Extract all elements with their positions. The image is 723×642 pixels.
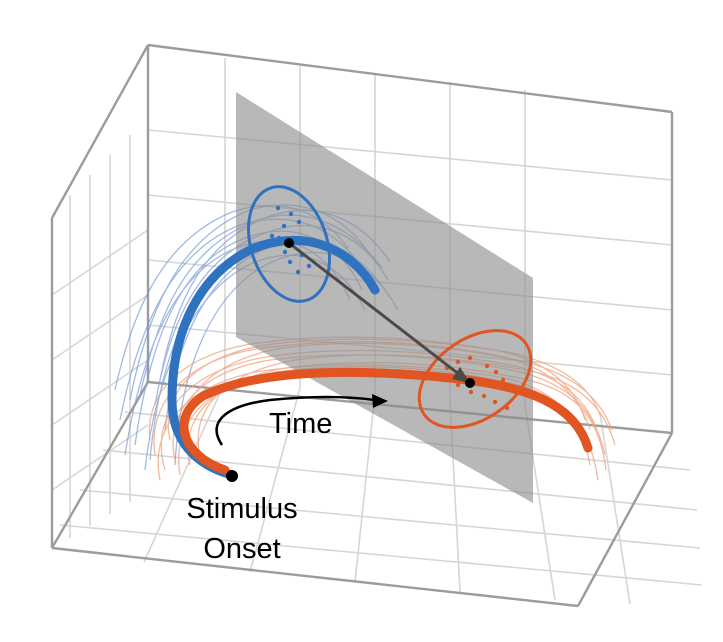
time-arrow-curve	[215, 395, 376, 446]
left-wall-grid	[51, 135, 149, 538]
blue-cluster-ellipse	[247, 185, 331, 303]
stimulus-onset-dot	[226, 470, 238, 482]
stimulus-label-line1: Stimulus	[186, 493, 298, 525]
orange-mean-trajectory	[179, 367, 593, 475]
orange-mean-dot	[465, 378, 475, 388]
time-label: Time	[269, 408, 333, 440]
projection-arrow-line	[288, 241, 461, 377]
orange-cluster-ellipse	[417, 329, 533, 429]
decision-plane	[236, 92, 533, 503]
box-edges	[50, 43, 674, 608]
stimulus-onset-label: Stimulus Onset	[172, 489, 312, 569]
time-arrow-head	[372, 394, 388, 408]
stimulus-label-line2: Onset	[203, 533, 281, 565]
blue-mean-dot	[284, 238, 294, 248]
projection-arrow-head	[452, 367, 470, 383]
